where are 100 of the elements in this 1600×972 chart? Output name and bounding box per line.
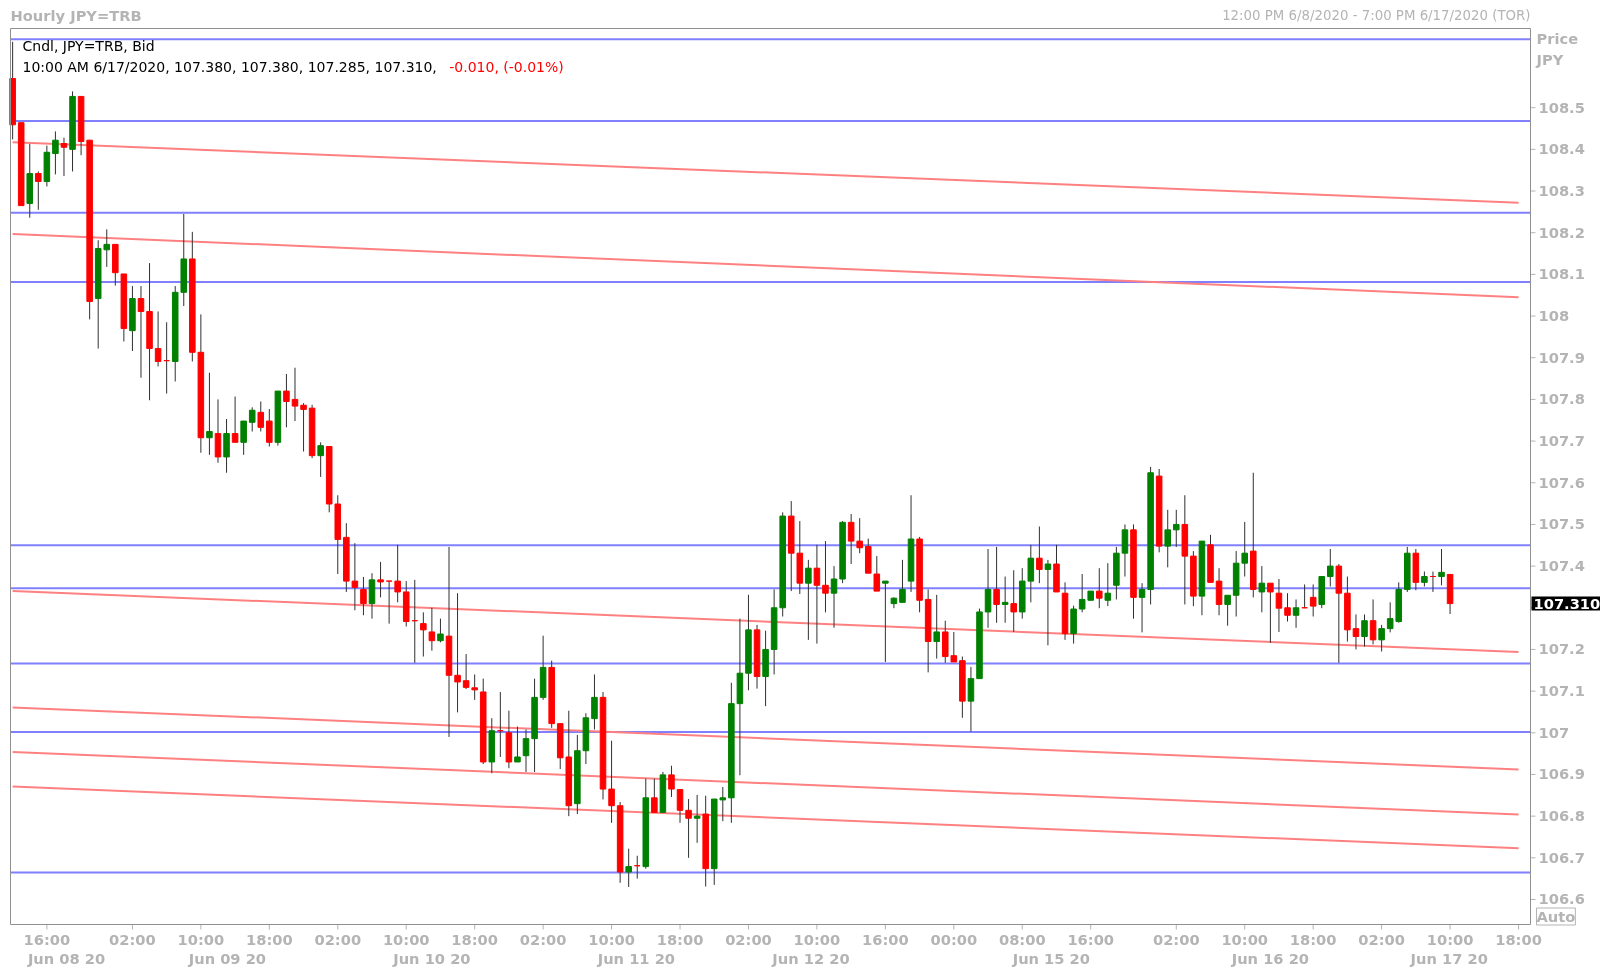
candlestick: [471, 673, 478, 701]
x-tick-label: 18:00: [1495, 931, 1542, 948]
candlestick: [993, 546, 1000, 624]
candlestick: [1095, 567, 1103, 609]
chart-subtitle: 12:00 PM 6/8/2020 - 7:00 PM 6/17/2020 (TOR): [1222, 8, 1531, 23]
candlestick: [1361, 613, 1368, 648]
x-tick-label: 10:00: [793, 931, 841, 948]
candlestick: [882, 580, 889, 663]
candlestick: [257, 400, 265, 432]
candlestick: [514, 726, 521, 763]
candlestick: [1215, 567, 1223, 616]
candlestick: [368, 572, 376, 620]
y-tick-label: 108.4: [1538, 140, 1585, 158]
x-tick-label: 18:00: [656, 931, 704, 948]
candlestick: [1010, 569, 1017, 633]
x-tick-label: 10:00: [588, 931, 635, 948]
candlestick: [1352, 613, 1360, 650]
candlestick: [899, 559, 906, 603]
y-tick-label: 106.6: [1538, 890, 1585, 908]
text: Auto: [1536, 908, 1576, 925]
y-tick-label: 107.9: [1538, 348, 1585, 366]
candlestick: [231, 395, 239, 443]
y-tick-label: 106.7: [1538, 848, 1585, 866]
candlestick: [1104, 562, 1112, 607]
candlestick: [1284, 592, 1291, 623]
annotation: Cndl, JPY=TRB, Bid: [22, 37, 155, 54]
candlestick: [1378, 624, 1385, 653]
x-tick-label: 16:00: [23, 931, 71, 948]
text: Jun 08 20: [26, 950, 106, 967]
y-tick-label: 106.9: [1538, 765, 1585, 783]
y-tick-label: 108.3: [1538, 182, 1585, 200]
x-tick-label: 16:00: [1067, 931, 1115, 948]
candlestick: [967, 666, 975, 733]
candlestick: [890, 596, 898, 609]
candlestick: [1121, 523, 1129, 578]
y-tick-label: 108.2: [1538, 223, 1585, 241]
candlestick: [1241, 521, 1249, 578]
candlestick: [830, 565, 838, 629]
text: Jun 16 20: [1230, 950, 1310, 967]
candlestick: [625, 848, 632, 888]
x-tick-label: 18:00: [246, 931, 293, 948]
candlestick: [1292, 598, 1300, 629]
annotation: -0.010, (-0.01%): [449, 58, 564, 75]
x-tick-label: 02:00: [1152, 931, 1200, 948]
x-tick-label: 08:00: [998, 931, 1046, 948]
candlestick: [206, 372, 213, 456]
text: Jun 11 20: [596, 950, 676, 967]
candlestick: [873, 555, 881, 592]
candlestick: [420, 611, 427, 658]
text: JPY: [1535, 51, 1564, 68]
x-tick-label: 18:00: [451, 931, 498, 948]
y-tick-label: 108: [1538, 307, 1570, 325]
text: Jun 09 20: [187, 950, 267, 967]
text: Jun 17 20: [1409, 950, 1488, 967]
candlestick: [154, 310, 162, 367]
candlestick: [35, 170, 42, 211]
y-tick-label: 106.8: [1538, 807, 1585, 825]
candlestick: [1275, 578, 1283, 633]
candlestick: [385, 580, 393, 625]
x-tick-label: 10:00: [177, 931, 225, 948]
candlestick: [1001, 576, 1009, 624]
text: Jun 12 20: [771, 950, 850, 967]
candlestick: [1036, 526, 1043, 584]
candlestick: [291, 367, 299, 422]
candlestick: [360, 576, 367, 616]
y-tick-label: 107.1: [1538, 682, 1585, 700]
candlestick: [428, 607, 436, 652]
x-tick-label: 10:00: [382, 931, 430, 948]
candlestick: [676, 788, 684, 824]
candlestick: [240, 420, 247, 456]
candlestick: [1327, 548, 1334, 588]
candlestick: [856, 517, 863, 554]
candlestick: [1438, 548, 1445, 586]
chart-title: Hourly JPY=TRB: [10, 7, 142, 24]
candlestick: [223, 418, 230, 474]
candlestick: [591, 673, 598, 730]
y-tick-label: 107.7: [1538, 432, 1585, 450]
x-tick-label: 16:00: [862, 931, 909, 948]
candlestick: [805, 559, 812, 641]
candlestick: [822, 540, 829, 613]
y-tick-label: 107.2: [1538, 640, 1585, 658]
candlestick: [214, 398, 222, 464]
annotation: 10:00 AM 6/17/2020, 107.380, 107.380, 107.285, 107.310,: [22, 58, 437, 75]
candlestick: [394, 544, 401, 603]
x-tick-label: 02:00: [109, 931, 156, 948]
y-tick-label: 108.5: [1538, 98, 1585, 116]
candlestick: [984, 548, 992, 629]
candlestick: [1172, 509, 1180, 548]
candlestick: [651, 778, 658, 813]
candlestick: [137, 285, 145, 379]
candlestick: [437, 618, 444, 643]
candlestick: [351, 542, 359, 611]
x-tick-label: 02:00: [1358, 931, 1405, 948]
candlestick: [522, 728, 530, 773]
candlestick: [685, 798, 692, 859]
text: Jun 10 20: [392, 950, 471, 967]
y-tick-label: 107.6: [1538, 473, 1585, 491]
candlestick: [1267, 582, 1274, 644]
text: Price: [1536, 30, 1579, 47]
candlestick: [60, 137, 68, 177]
